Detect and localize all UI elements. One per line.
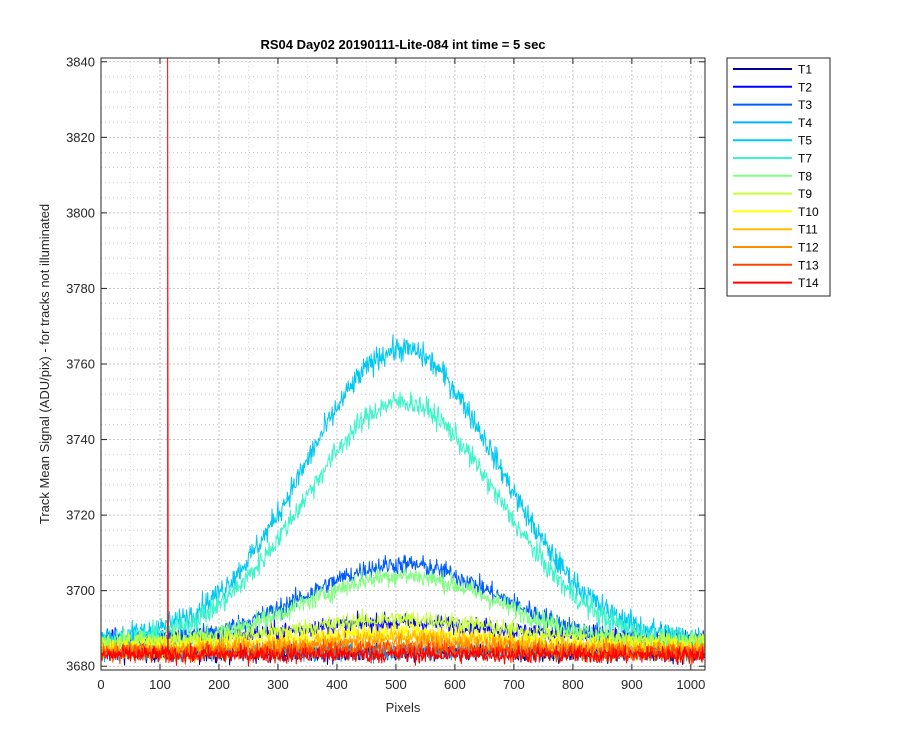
x-axis-label: Pixels [386, 700, 421, 715]
x-tick-label: 400 [326, 677, 348, 692]
legend-label-t11: T11 [798, 223, 818, 237]
legend-label-t4: T4 [798, 116, 812, 130]
legend-label-t7: T7 [798, 152, 812, 166]
x-tick-label: 700 [503, 677, 525, 692]
x-tick-label: 500 [385, 677, 407, 692]
legend-label-t14: T14 [798, 276, 819, 290]
y-tick-label: 3800 [66, 205, 95, 220]
legend: T1 T2 T3 T4 T5 T7 T8 T9 T10 T11 T12 T13 T14 [726, 57, 831, 297]
y-tick-label: 3760 [66, 357, 95, 372]
x-tick-label: 200 [208, 677, 230, 692]
x-tick-label: 100 [149, 677, 171, 692]
legend-box [726, 57, 831, 297]
legend-label-t8: T8 [798, 169, 812, 183]
legend-label-t13: T13 [798, 258, 819, 272]
ticks: 0 100 200 300 400 500 600 700 800 900 1000 3680 3700… [66, 54, 705, 692]
legend-label-t1: T1 [798, 63, 812, 77]
y-tick-label: 3820 [66, 130, 95, 145]
y-tick-label: 3780 [66, 281, 95, 296]
legend-label-t5: T5 [798, 134, 812, 148]
plot-area: 0 100 200 300 400 500 600 700 800 900 1000 3680 3700… [66, 54, 706, 692]
y-tick-label: 3720 [66, 508, 95, 523]
y-tick-label: 3700 [66, 583, 95, 598]
series-line-t14 [100, 57, 705, 667]
series-layer [100, 57, 705, 667]
chart-title: RS04 Day02 20190111-Lite-084 int time = … [260, 37, 545, 52]
legend-label-t12: T12 [798, 241, 819, 255]
x-tick-label: 800 [562, 677, 584, 692]
legend-label-t10: T10 [798, 205, 819, 219]
grid [100, 58, 705, 670]
series-line-t8 [100, 566, 705, 656]
legend-label-t3: T3 [798, 98, 812, 112]
y-tick-label: 3740 [66, 432, 95, 447]
legend-label-t9: T9 [798, 187, 812, 201]
x-tick-label: 300 [267, 677, 289, 692]
x-tick-label: 600 [444, 677, 466, 692]
x-tick-label: 0 [97, 677, 104, 692]
legend-label-t2: T2 [798, 80, 812, 94]
y-tick-label: 3840 [66, 54, 95, 69]
x-tick-label: 900 [621, 677, 643, 692]
legend-items: T1 T2 T3 T4 T5 T7 T8 T9 T10 T11 T12 T13 T14 [733, 63, 819, 290]
series-line-t7 [100, 391, 705, 656]
y-axis-label: Track Mean Signal (ADU/pix) - for tracks… [37, 204, 52, 524]
x-tick-label: 1000 [676, 677, 705, 692]
y-tick-label: 3680 [66, 659, 95, 674]
